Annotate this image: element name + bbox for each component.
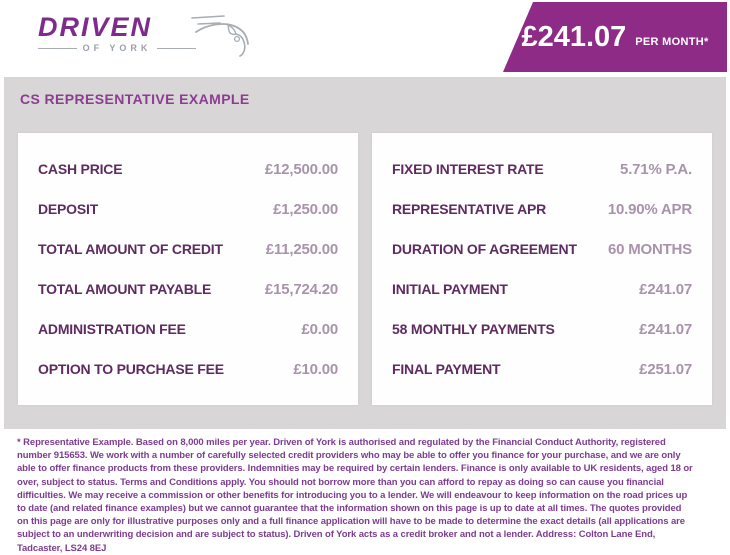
finance-label: ADMINISTRATION FEE bbox=[38, 321, 186, 337]
finance-value: £15,724.20 bbox=[264, 280, 338, 298]
finance-label: INITIAL PAYMENT bbox=[392, 281, 508, 297]
finance-value: £241.07 bbox=[639, 280, 692, 298]
finance-value: £11,250.00 bbox=[265, 240, 338, 258]
finance-row: 58 MONTHLY PAYMENTS £241.07 bbox=[392, 309, 692, 349]
finance-row: TOTAL AMOUNT OF CREDIT £11,250.00 bbox=[38, 229, 338, 269]
finance-label: DURATION OF AGREEMENT bbox=[392, 241, 577, 257]
finance-row: FIXED INTEREST RATE 5.71% P.A. bbox=[392, 149, 692, 189]
finance-card-right: FIXED INTEREST RATE 5.71% P.A. REPRESENT… bbox=[372, 133, 712, 405]
rule-left bbox=[38, 47, 77, 49]
finance-value: £241.07 bbox=[639, 320, 692, 338]
finance-row: DEPOSIT £1,250.00 bbox=[38, 189, 338, 229]
finance-row: FINAL PAYMENT £251.07 bbox=[392, 349, 692, 389]
finance-row: INITIAL PAYMENT £241.07 bbox=[392, 269, 692, 309]
finance-row: TOTAL AMOUNT PAYABLE £15,724.20 bbox=[38, 269, 338, 309]
brand-wordmark: DRIVEN bbox=[38, 12, 153, 42]
content-panel: CS REPRESENTATIVE EXAMPLE CASH PRICE £12… bbox=[4, 77, 726, 429]
page-title: CS REPRESENTATIVE EXAMPLE bbox=[20, 91, 250, 107]
rule-right bbox=[157, 47, 196, 49]
price-period-label: PER MONTH* bbox=[635, 35, 709, 48]
finance-value: £1,250.00 bbox=[273, 200, 338, 218]
finance-label: FIXED INTEREST RATE bbox=[392, 161, 544, 177]
finance-card-left: CASH PRICE £12,500.00 DEPOSIT £1,250.00 … bbox=[18, 133, 358, 405]
finance-label: TOTAL AMOUNT PAYABLE bbox=[38, 281, 212, 297]
finance-label: 58 MONTHLY PAYMENTS bbox=[392, 321, 555, 337]
finance-label: FINAL PAYMENT bbox=[392, 361, 501, 377]
header: DRIVEN OF YORK £241.07 PER MONTH* bbox=[0, 0, 730, 77]
finance-value: 5.71% P.A. bbox=[620, 160, 692, 178]
finance-value: £251.07 bbox=[639, 360, 692, 378]
finance-row: CASH PRICE £12,500.00 bbox=[38, 149, 338, 189]
finance-label: DEPOSIT bbox=[38, 201, 99, 217]
disclaimer-text: * Representative Example. Based on 8,000… bbox=[17, 437, 693, 554]
finance-value: 10.90% APR bbox=[607, 200, 692, 218]
finance-label: CASH PRICE bbox=[38, 161, 123, 177]
finance-row: DURATION OF AGREEMENT 60 MONTHS bbox=[392, 229, 692, 269]
finance-value: £10.00 bbox=[293, 360, 338, 378]
finance-row: ADMINISTRATION FEE £0.00 bbox=[38, 309, 338, 349]
price-amount: £241.07 bbox=[521, 20, 627, 53]
brand-subtitle: OF YORK bbox=[82, 43, 152, 53]
brand-logo: DRIVEN OF YORK bbox=[38, 12, 249, 64]
finance-label: TOTAL AMOUNT OF CREDIT bbox=[38, 241, 223, 257]
finance-label: REPRESENTATIVE APR bbox=[392, 201, 547, 217]
finance-value: £0.00 bbox=[301, 320, 338, 338]
price-banner: £241.07 PER MONTH* bbox=[503, 2, 727, 72]
finance-value: £12,500.00 bbox=[264, 160, 338, 178]
finance-label: OPTION TO PURCHASE FEE bbox=[38, 361, 224, 377]
car-sketch-icon bbox=[191, 15, 249, 57]
finance-value: 60 MONTHS bbox=[607, 240, 692, 258]
finance-row: OPTION TO PURCHASE FEE £10.00 bbox=[38, 349, 338, 389]
finance-row: REPRESENTATIVE APR 10.90% APR bbox=[392, 189, 692, 229]
brand-subtitle-row: OF YORK bbox=[38, 43, 196, 53]
